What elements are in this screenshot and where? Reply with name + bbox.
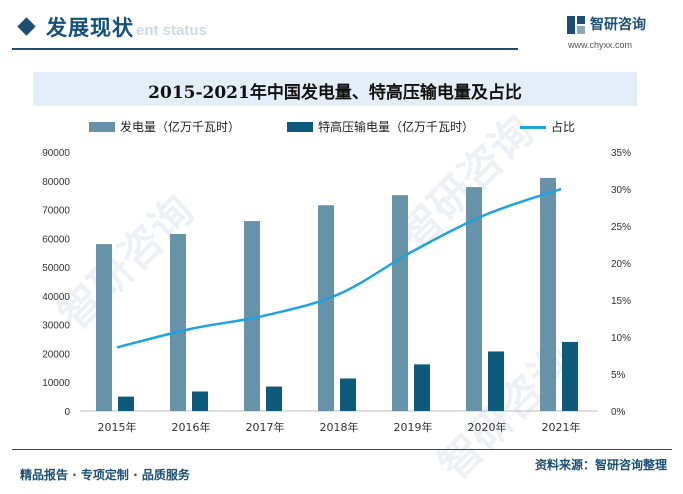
y-right-tick-label: 30%: [611, 185, 631, 196]
x-tick-label: 2017年: [246, 420, 285, 434]
brand-url: www.chyxx.com: [568, 40, 633, 50]
chart-title-bar: 2015-2021年中国发电量、特高压输电量及占比: [33, 72, 637, 106]
bar-generation: [244, 221, 260, 411]
bar-generation: [466, 187, 482, 411]
bar-generation: [170, 234, 186, 411]
legend-label: 占比: [551, 120, 576, 134]
x-tick-label: 2018年: [320, 420, 359, 434]
bar-generation: [540, 177, 556, 411]
legend-swatch: [520, 126, 546, 129]
brand-name: 智研咨询: [590, 17, 646, 33]
page-header: 发展现状 ent status 智研咨询 www.chyxx.com: [0, 0, 683, 58]
y-left-tick-label: 60000: [42, 234, 70, 245]
bar-uhv: [488, 351, 504, 411]
source-note: 资料来源：智研咨询整理: [534, 458, 667, 472]
bar-generation: [318, 205, 334, 411]
y-left-tick-label: 20000: [42, 349, 70, 360]
brand-logo-icon: [567, 16, 585, 34]
bar-uhv: [192, 391, 208, 411]
y-left-tick-label: 40000: [42, 292, 70, 303]
y-right-tick-label: 20%: [611, 259, 631, 270]
x-tick-label: 2020年: [468, 420, 507, 434]
legend-swatch: [89, 122, 115, 132]
footer-divider: [12, 449, 672, 450]
legend-swatch: [287, 122, 313, 132]
legend-label: 发电量（亿万千瓦时）: [120, 120, 241, 134]
y-right-tick-label: 5%: [611, 370, 626, 381]
legend-label: 特高压输电量（亿万千瓦时）: [318, 120, 475, 134]
x-tick-label: 2015年: [98, 420, 137, 434]
bar-uhv: [266, 386, 282, 411]
x-tick-label: 2021年: [542, 420, 581, 434]
bar-uhv: [562, 341, 578, 411]
line-share: [116, 187, 562, 349]
section-subtitle: ent status: [136, 22, 207, 39]
chart-legend: 发电量（亿万千瓦时） 特高压输电量（亿万千瓦时） 占比: [0, 117, 683, 137]
y-left-tick-label: 80000: [42, 177, 70, 188]
chart-title: 2015-2021年中国发电量、特高压输电量及占比: [148, 83, 522, 103]
y-left-tick-label: 0: [64, 407, 70, 418]
x-tick-label: 2016年: [172, 420, 211, 434]
bar-uhv: [118, 396, 134, 411]
y-right-tick-label: 0%: [611, 407, 626, 418]
bar-uhv: [340, 378, 356, 411]
x-tick-label: 2019年: [394, 420, 433, 434]
y-right-tick-label: 10%: [611, 333, 631, 344]
bar-generation: [96, 244, 112, 411]
y-right-tick-label: 25%: [611, 222, 631, 233]
y-left-tick-label: 90000: [42, 148, 70, 159]
bar-generation: [392, 195, 408, 411]
bar-uhv: [414, 364, 430, 411]
y-right-tick-label: 35%: [611, 148, 631, 159]
header-divider: [12, 48, 518, 50]
y-left-tick-label: 30000: [42, 321, 70, 332]
y-left-tick-label: 70000: [42, 206, 70, 217]
y-left-tick-label: 10000: [42, 378, 70, 389]
section-title: 发展现状: [46, 16, 134, 40]
footer-tagline: 精品报告 · 专项定制 · 品质服务: [20, 468, 190, 482]
y-right-tick-label: 15%: [611, 296, 631, 307]
y-left-tick-label: 50000: [42, 263, 70, 274]
